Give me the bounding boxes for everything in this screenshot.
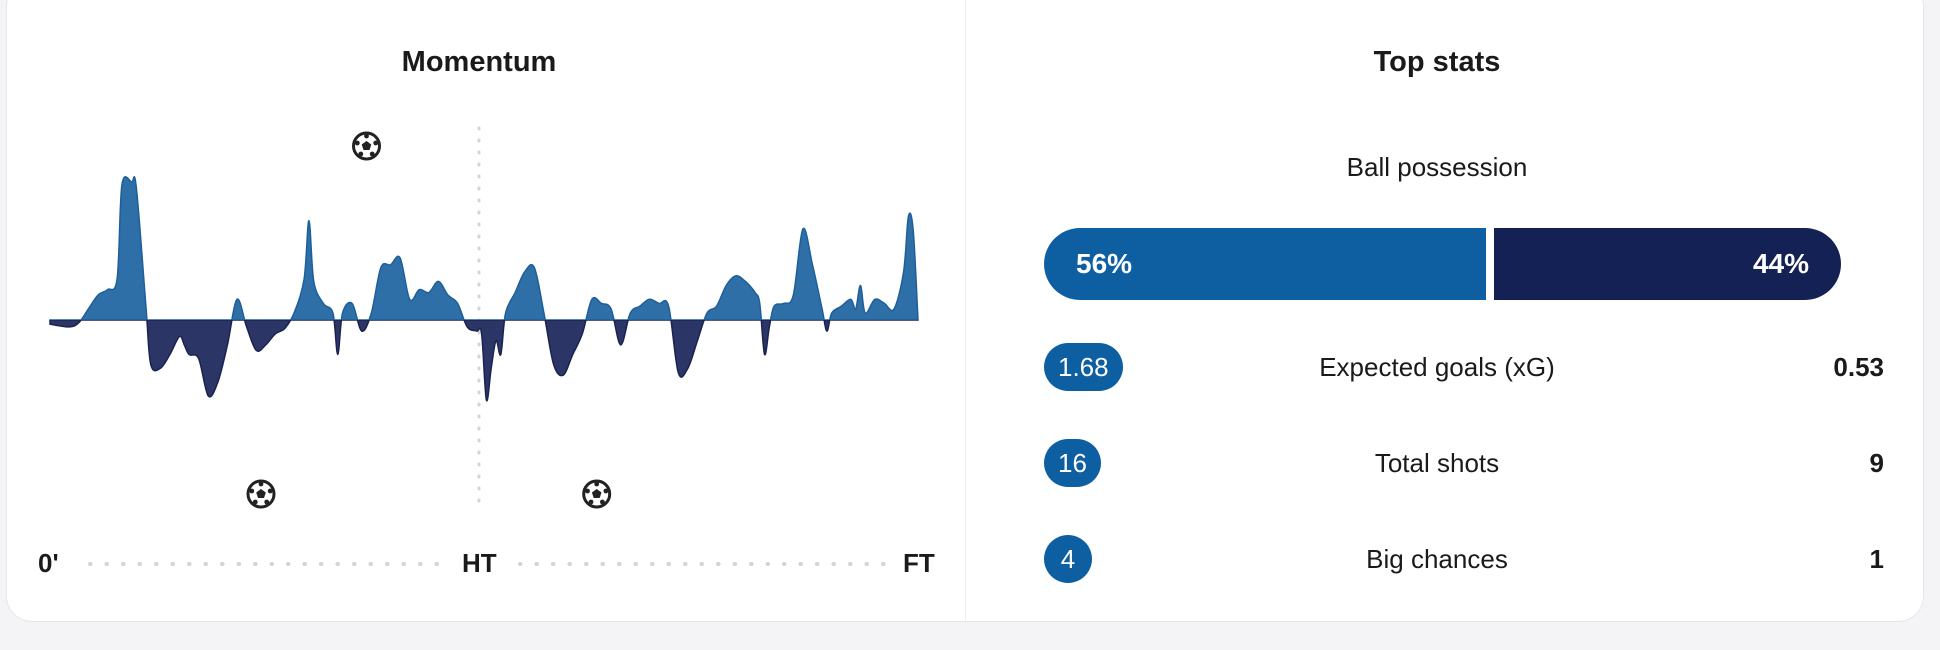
possession-away-value: 44% bbox=[1752, 248, 1809, 279]
stat-label: Big chances bbox=[1366, 544, 1508, 574]
stat-label: Expected goals (xG) bbox=[1319, 352, 1555, 382]
stat-home-pill: 16 bbox=[1044, 439, 1101, 487]
axis-label-start: 0' bbox=[38, 548, 59, 578]
stat-row-xg: 1.68 Expected goals (xG) 0.53 bbox=[958, 343, 1916, 391]
axis-label-full-time: FT bbox=[903, 548, 935, 578]
top-stats-title: Top stats bbox=[1373, 46, 1501, 78]
football-icon bbox=[582, 479, 612, 509]
panel-divider bbox=[965, 0, 966, 621]
possession-bar-away: 44% bbox=[1494, 228, 1841, 300]
axis-label-half-time: HT bbox=[462, 548, 497, 578]
momentum-away-area bbox=[49, 320, 919, 402]
stat-row-total-shots: 16 Total shots 9 bbox=[958, 439, 1916, 487]
momentum-home-area bbox=[49, 175, 919, 320]
momentum-title: Momentum bbox=[401, 46, 557, 78]
stat-away-value: 1 bbox=[1869, 544, 1884, 574]
stat-home-pill: 1.68 bbox=[1044, 343, 1123, 391]
football-icon bbox=[246, 479, 276, 509]
stat-row-big-chances: 4 Big chances 1 bbox=[958, 535, 1916, 583]
stat-away-value: 9 bbox=[1869, 448, 1884, 478]
stat-away-value: 0.53 bbox=[1833, 352, 1884, 382]
stat-label: Total shots bbox=[1374, 448, 1500, 478]
possession-label: Ball possession bbox=[1346, 152, 1528, 182]
possession-home-value: 56% bbox=[1076, 248, 1133, 279]
stat-home-pill: 4 bbox=[1044, 535, 1092, 583]
momentum-chart bbox=[49, 126, 919, 566]
football-icon bbox=[352, 131, 382, 161]
possession-bar-home: 56% bbox=[1044, 228, 1486, 300]
